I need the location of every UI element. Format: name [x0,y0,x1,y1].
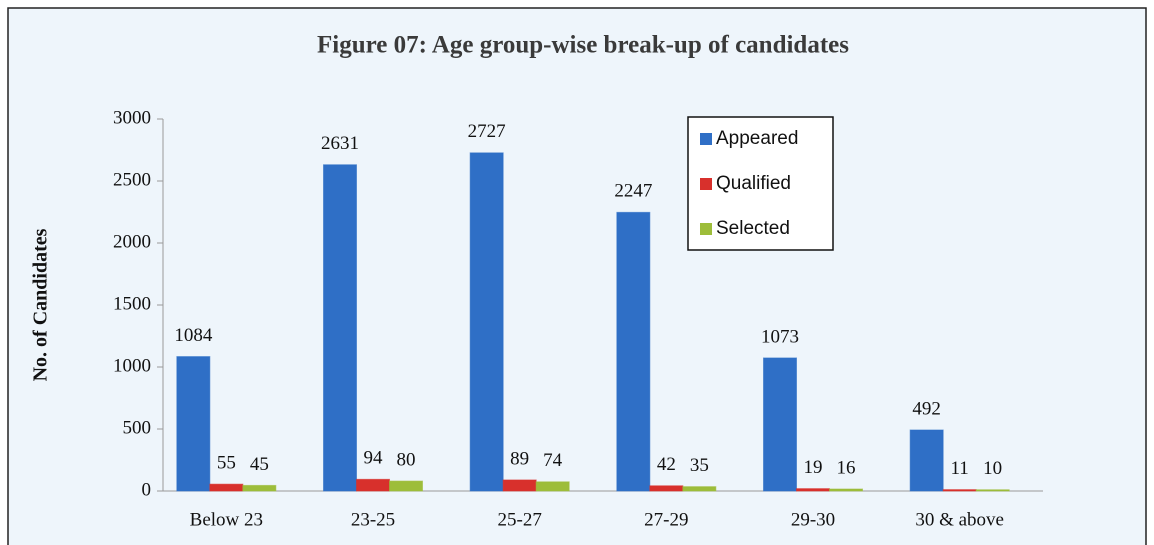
data-label: 1084 [174,325,213,346]
legend-swatch [700,223,712,235]
bar [829,488,863,492]
data-label: 74 [543,450,563,471]
data-label: 19 [804,457,823,478]
legend-box [687,116,834,251]
bar [242,484,277,492]
data-label: 2727 [468,121,506,142]
bar [763,357,797,492]
data-label: 2247 [614,181,652,202]
bar [176,356,211,492]
bar [975,489,1010,492]
x-tick-label: 23-25 [351,509,395,530]
data-label: 492 [912,398,941,419]
bar [796,488,830,492]
data-label: 1073 [761,326,799,347]
bar [616,211,651,492]
y-axis-label: No. of Candidates [30,228,52,381]
bar [389,480,423,492]
legend-label: Appeared [716,128,798,149]
x-tick-label: 30 & above [915,509,1004,530]
y-tick-label: 2500 [113,169,151,190]
bar [209,483,244,492]
bar [682,486,717,492]
bar [535,481,570,492]
y-tick-label: 3000 [113,107,151,128]
data-label: 80 [397,449,416,470]
legend-swatch [700,133,712,145]
legend-label: Selected [716,218,790,239]
x-tick-label: 27-29 [644,509,688,530]
chart-title: Figure 07: Age group-wise break-up of ca… [317,32,849,59]
legend-swatch [700,178,712,190]
y-tick-label: 2000 [113,231,151,252]
bar [909,429,944,492]
y-tick-label: 1500 [113,293,151,314]
bar [323,164,357,492]
bar [502,479,537,492]
data-label: 11 [951,458,969,479]
data-label: 89 [510,448,529,469]
y-tick-label: 0 [142,479,152,500]
data-label: 2631 [321,133,359,154]
data-label: 35 [690,455,709,476]
data-label: 55 [217,453,236,474]
bar [356,478,390,492]
legend-label: Qualified [716,173,791,194]
bar [649,485,684,492]
data-label: 42 [657,454,676,475]
y-tick-label: 1000 [113,355,151,376]
data-label: 45 [250,454,269,475]
bar [469,152,504,492]
data-label: 94 [364,448,384,469]
data-label: 16 [837,457,856,478]
x-tick-label: 25-27 [498,509,542,530]
y-tick-label: 500 [123,417,152,438]
x-tick-label: Below 23 [190,509,263,530]
bar [942,489,977,492]
x-tick-label: 29-30 [791,509,835,530]
data-label: 10 [983,458,1002,479]
